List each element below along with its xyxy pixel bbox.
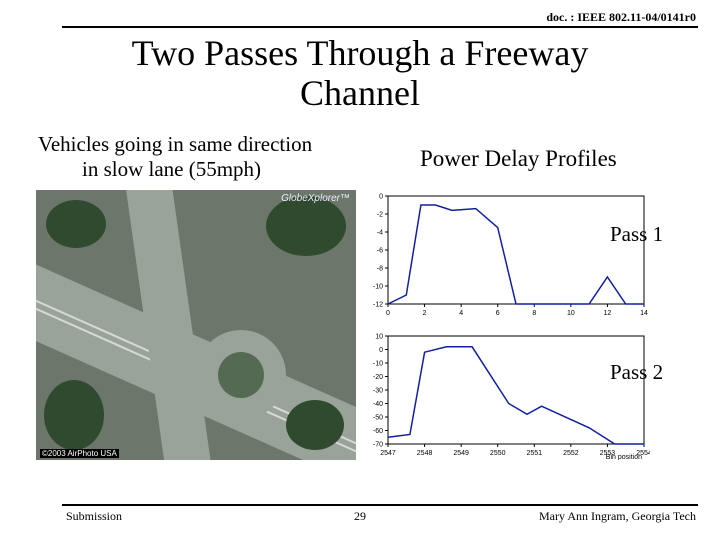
svg-text:12: 12 bbox=[604, 310, 612, 317]
footer-right: Mary Ann Ingram, Georgia Tech bbox=[539, 509, 696, 524]
svg-text:-30: -30 bbox=[373, 388, 383, 395]
aerial-photo: GlobeXplorer™ ©2003 AirPhoto USA bbox=[36, 190, 356, 460]
chart-pass2: 10 0 -10 -20 -30 -40 -50 -60 -702547 2548 2549 2550… bbox=[360, 330, 650, 460]
svg-text:-6: -6 bbox=[377, 248, 383, 255]
svg-text:2550: 2550 bbox=[490, 450, 506, 457]
svg-text:-12: -12 bbox=[373, 302, 383, 309]
pass1-label: Pass 1 bbox=[610, 222, 663, 247]
pass2-label: Pass 2 bbox=[610, 360, 663, 385]
svg-text:-60: -60 bbox=[373, 428, 383, 435]
svg-text:2552: 2552 bbox=[563, 450, 579, 457]
svg-text:14: 14 bbox=[640, 310, 648, 317]
chart-pass1-svg: 0-2-4-6-8-10-1202468101214 bbox=[360, 190, 650, 320]
svg-text:0: 0 bbox=[379, 347, 383, 354]
chart-pass2-svg: 10 0 -10 -20 -30 -40 -50 -60 -702547 2548 2549 2550… bbox=[360, 330, 650, 460]
svg-text:-10: -10 bbox=[373, 361, 383, 368]
svg-text:-40: -40 bbox=[373, 401, 383, 408]
svg-text:10: 10 bbox=[567, 310, 575, 317]
svg-text:0: 0 bbox=[386, 310, 390, 317]
svg-text:Bin position: Bin position bbox=[606, 454, 642, 460]
svg-text:0: 0 bbox=[379, 194, 383, 201]
svg-text:2: 2 bbox=[423, 310, 427, 317]
svg-text:-2: -2 bbox=[377, 212, 383, 219]
svg-text:-10: -10 bbox=[373, 284, 383, 291]
svg-text:2549: 2549 bbox=[453, 450, 469, 457]
svg-text:-50: -50 bbox=[373, 415, 383, 422]
svg-text:-4: -4 bbox=[377, 230, 383, 237]
footer-rule bbox=[62, 504, 698, 506]
svg-text:4: 4 bbox=[459, 310, 463, 317]
subtitle-left-line2: in slow lane (55mph) bbox=[38, 157, 358, 182]
title-line2: Channel bbox=[300, 73, 420, 113]
title-line1: Two Passes Through a Freeway bbox=[132, 33, 589, 73]
doc-id: doc. : IEEE 802.11-04/0141r0 bbox=[546, 10, 696, 25]
svg-text:2551: 2551 bbox=[526, 450, 542, 457]
aerial-copyright: ©2003 AirPhoto USA bbox=[40, 449, 119, 458]
aerial-brand: GlobeXplorer™ bbox=[281, 193, 350, 204]
subtitle-left: Vehicles going in same direction in slow… bbox=[38, 132, 358, 182]
header-rule bbox=[62, 26, 698, 28]
chart-pass1: 0-2-4-6-8-10-1202468101214 bbox=[360, 190, 650, 320]
svg-text:-8: -8 bbox=[377, 266, 383, 273]
svg-text:8: 8 bbox=[532, 310, 536, 317]
subtitle-right: Power Delay Profiles bbox=[420, 146, 617, 172]
svg-text:2547: 2547 bbox=[380, 450, 396, 457]
svg-text:2548: 2548 bbox=[417, 450, 433, 457]
slide-title: Two Passes Through a Freeway Channel bbox=[0, 34, 720, 113]
slide-page: doc. : IEEE 802.11-04/0141r0 Two Passes … bbox=[0, 0, 720, 540]
svg-text:10: 10 bbox=[375, 334, 383, 341]
subtitle-left-line1: Vehicles going in same direction bbox=[38, 132, 312, 156]
svg-text:-70: -70 bbox=[373, 442, 383, 449]
svg-text:-20: -20 bbox=[373, 374, 383, 381]
svg-text:6: 6 bbox=[496, 310, 500, 317]
